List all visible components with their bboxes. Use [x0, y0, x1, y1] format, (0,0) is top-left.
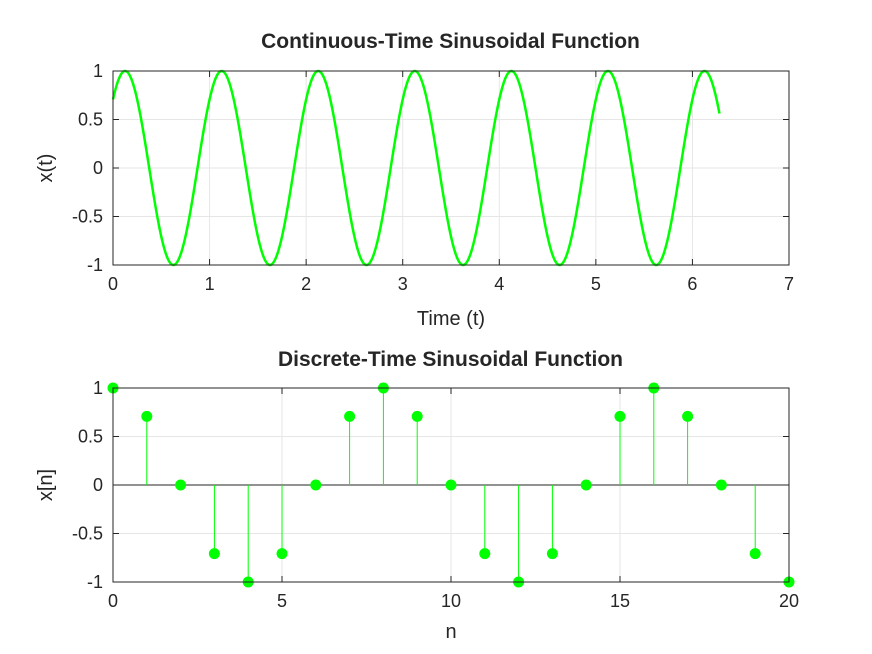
y-tick-label: 0	[93, 475, 103, 495]
y-tick-label: -1	[87, 572, 103, 592]
continuous-plot-title: Continuous-Time Sinusoidal Function	[261, 30, 640, 53]
stem-marker	[141, 410, 153, 422]
y-tick-label: -1	[87, 255, 103, 275]
x-tick-label: 5	[591, 274, 601, 294]
x-tick-label: 0	[108, 591, 118, 611]
stem-marker	[310, 479, 322, 491]
stem-marker	[344, 410, 356, 422]
discrete-plot-ylabel: x[n]	[35, 469, 57, 501]
x-tick-label: 20	[779, 591, 799, 611]
continuous-plot: Continuous-Time Sinusoidal Function 0 1 2 3…	[35, 30, 794, 330]
x-tick-label: 0	[108, 274, 118, 294]
y-tick-label: -0.5	[72, 524, 103, 544]
y-tick-label: 1	[93, 378, 103, 398]
continuous-plot-ylabel: x(t)	[35, 154, 57, 183]
stem-marker	[749, 548, 761, 560]
x-tick-label: 3	[398, 274, 408, 294]
x-tick-label: 7	[784, 274, 794, 294]
x-tick-label: 15	[610, 591, 630, 611]
stem-marker	[614, 410, 626, 422]
discrete-plot: Discrete-Time Sinusoidal Function 0 5 10 15…	[35, 348, 799, 643]
y-tick-label: 0	[93, 158, 103, 178]
x-tick-label: 1	[205, 274, 215, 294]
x-tick-label: 10	[441, 591, 461, 611]
stem-marker	[445, 479, 457, 491]
stem-marker	[208, 548, 220, 560]
y-tick-label: 0.5	[78, 427, 103, 447]
discrete-plot-x-ticks: 0 5 10 15 20	[108, 388, 799, 611]
x-tick-label: 2	[301, 274, 311, 294]
y-tick-label: 1	[93, 61, 103, 81]
discrete-plot-y-ticks: 1 0.5 0 -0.5 -1	[72, 378, 789, 592]
stem-marker	[682, 410, 694, 422]
x-tick-label: 5	[277, 591, 287, 611]
y-tick-label: 0.5	[78, 110, 103, 130]
discrete-plot-xlabel: n	[445, 621, 456, 643]
x-tick-label: 6	[687, 274, 697, 294]
discrete-plot-title: Discrete-Time Sinusoidal Function	[278, 348, 623, 371]
x-tick-label: 4	[494, 274, 504, 294]
stem-marker	[411, 410, 423, 422]
continuous-plot-y-ticks: 1 0.5 0 -0.5 -1	[72, 61, 789, 275]
continuous-plot-x-ticks: 0 1 2 3 4 5 6 7	[108, 71, 794, 294]
stem-marker	[479, 548, 491, 560]
y-tick-label: -0.5	[72, 207, 103, 227]
stem-marker	[175, 479, 187, 491]
discrete-plot-series	[107, 382, 795, 588]
stem-marker	[546, 548, 558, 560]
stem-marker	[580, 479, 592, 491]
stem-marker	[715, 479, 727, 491]
continuous-plot-xlabel: Time (t)	[417, 308, 485, 330]
stem-marker	[276, 548, 288, 560]
